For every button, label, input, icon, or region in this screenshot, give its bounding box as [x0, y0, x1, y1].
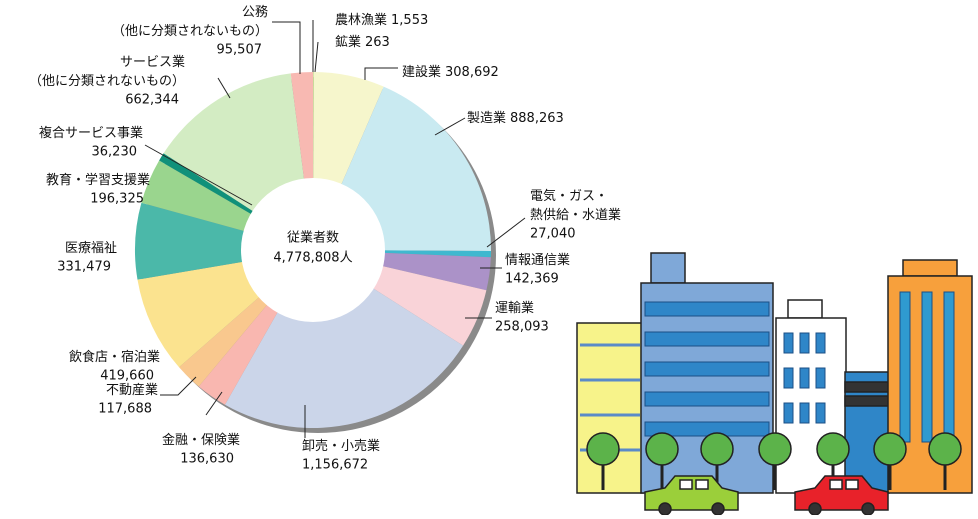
chart: 従業者数 4,778,808人 農林漁業 1,553 鉱業 263 建設業 308,692…: [0, 0, 978, 515]
category-line: 運輸業: [495, 300, 534, 316]
value-label: 308,692: [445, 65, 499, 80]
category-line: サービス業: [120, 54, 185, 70]
category-name: 農林漁業: [335, 12, 387, 28]
category-name: 運輸業: [495, 300, 534, 316]
value-label: 662,344: [125, 93, 179, 108]
leader-line: [272, 22, 300, 74]
category-name: 卸売・小売業: [302, 438, 380, 454]
value-label: 36,230: [92, 145, 138, 160]
category-name: 公務 （他に分類されないもの）: [112, 5, 268, 39]
value-label: 1,553: [391, 13, 428, 28]
category-name: サービス業 （他に分類されないもの）: [29, 54, 185, 89]
category-name: 教育・学習支援業: [46, 172, 150, 188]
value-label: 258,093: [495, 320, 549, 335]
category-line: （他に分類されないもの）: [112, 24, 268, 39]
center-label: 従業者数: [287, 230, 339, 246]
value-label: 263: [365, 35, 390, 50]
category-line: 公務: [242, 5, 268, 20]
leader-line: [365, 68, 398, 80]
category-line: 熱供給・水道業: [530, 207, 621, 223]
category-name: 鉱業: [335, 34, 361, 50]
category-name: 電気・ガス・熱供給・水道業: [530, 188, 621, 223]
slice-label: 製造業 888,263: [467, 110, 564, 126]
slice-label: 農林漁業 1,553: [335, 12, 428, 28]
category-name: 医療福祉: [65, 241, 117, 256]
category-name: 金融・保険業: [162, 432, 240, 448]
category-name: 飲食店・宿泊業: [69, 349, 160, 365]
slice-label: 建設業 308,692: [402, 64, 499, 80]
category-line: 教育・学習支援業: [46, 172, 150, 188]
category-line: （他に分類されないもの）: [29, 74, 185, 89]
value-label: 117,688: [98, 402, 152, 417]
category-line: 不動産業: [106, 382, 158, 398]
value-label: 142,369: [505, 272, 559, 287]
category-name: 製造業: [467, 110, 506, 126]
value-label: 888,263: [510, 111, 564, 126]
category-line: 卸売・小売業: [302, 438, 380, 454]
value-label: 196,325: [90, 192, 144, 207]
value-label: 419,660: [100, 369, 154, 384]
value-label: 95,507: [217, 43, 263, 58]
category-name: 複合サービス事業: [39, 125, 143, 141]
category-name: 建設業: [402, 64, 441, 80]
center-total: 4,778,808人: [273, 251, 352, 266]
value-label: 27,040: [530, 227, 576, 242]
category-line: 電気・ガス・: [530, 188, 608, 204]
category-line: 飲食店・宿泊業: [69, 349, 160, 365]
slice-label: 鉱業 263: [335, 34, 390, 50]
city-illustration: [577, 253, 972, 515]
value-label: 1,156,672: [302, 458, 368, 473]
category-line: 医療福祉: [65, 241, 117, 256]
leader-line: [218, 78, 230, 98]
category-name: 不動産業: [106, 382, 158, 398]
leader-line: [315, 42, 318, 72]
leader-line: [160, 377, 196, 395]
category-name: 情報通信業: [505, 252, 570, 268]
category-line: 情報通信業: [505, 252, 570, 268]
value-label: 136,630: [180, 452, 234, 467]
category-line: 金融・保険業: [162, 432, 240, 448]
value-label: 331,479: [57, 260, 111, 275]
category-line: 複合サービス事業: [39, 125, 143, 141]
